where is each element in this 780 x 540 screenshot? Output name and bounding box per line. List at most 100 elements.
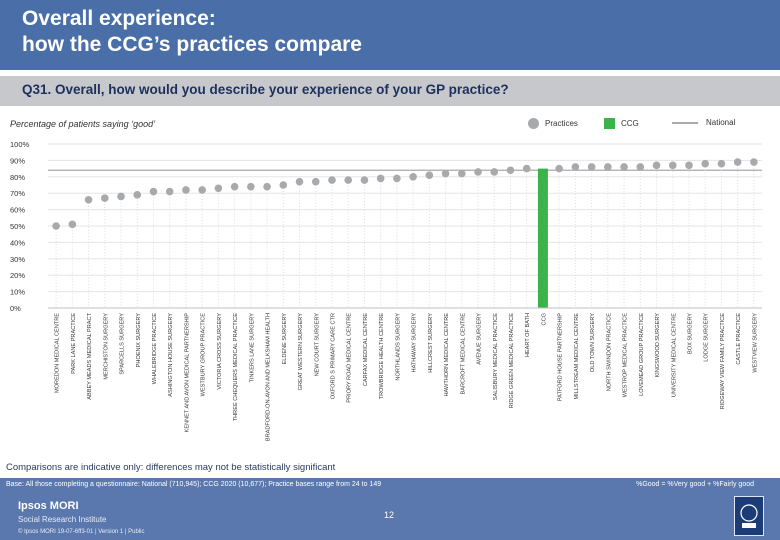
category-label: BARCROFT MEDICAL CENTRE	[460, 313, 466, 395]
category-label: NORTHLANDS SURGERY	[395, 313, 401, 381]
practice-marker	[279, 181, 288, 189]
page-number: 12	[384, 510, 395, 520]
practice-marker	[360, 176, 369, 184]
practice-marker	[214, 184, 223, 193]
category-label: MILLSTREAM MEDICAL CENTRE	[574, 313, 580, 400]
y-tick-label: 10%	[10, 288, 25, 297]
category-label: TROWBRIDGE HEALTH CENTRE	[379, 313, 385, 400]
category-label: SALISBURY MEDICAL PRACTICE	[493, 313, 499, 401]
brand-subtitle: Social Research Institute	[18, 515, 107, 524]
practice-marker	[490, 168, 499, 176]
practice-marker	[311, 177, 320, 186]
category-label: PARK LANE PRACTICE	[71, 313, 77, 374]
practice-marker	[230, 182, 239, 191]
category-label: HEART OF BATH	[525, 313, 531, 357]
title-line-2: how the CCG’s practices compare	[22, 33, 362, 56]
practice-marker	[182, 186, 190, 194]
category-label: HAWTHORN MEDICAL CENTRE	[444, 313, 450, 397]
category-label: SPARCELLS SURGERY	[120, 313, 126, 375]
category-label: THREE CHEQUERS MEDICAL PRACTICE	[233, 313, 239, 422]
category-label: CASTLE PRACTICE	[736, 313, 742, 365]
category-label: PHOENIX SURGERY	[136, 313, 142, 368]
practice-marker	[165, 187, 174, 196]
practice-marker-icon	[528, 118, 539, 129]
category-label: BOX SURGERY	[687, 313, 693, 354]
practice-marker	[701, 159, 710, 168]
category-label: WESTROP MEDICAL PRACTICE	[623, 313, 629, 397]
practice-marker	[474, 168, 482, 176]
practice-marker	[733, 158, 742, 166]
base-note: Base: All those completing a questionnai…	[6, 481, 382, 488]
ccg-marker-icon	[604, 118, 615, 129]
category-label: PRIORY ROAD MEDICAL CENTRE	[347, 313, 353, 403]
practice-marker	[636, 163, 645, 171]
category-label: KENNET AND AVON MEDICAL PARTNERSHIP	[184, 313, 190, 433]
practice-marker	[604, 163, 612, 171]
category-label: LOVEMEAD GROUP PRACTICE	[639, 313, 645, 396]
logo-icon	[740, 504, 758, 528]
category-label: KINGSWOOD SURGERY	[655, 313, 661, 378]
category-label: ELDENE SURGERY	[282, 313, 288, 365]
practice-marker	[68, 220, 77, 229]
practice-marker	[717, 159, 726, 168]
practice-marker	[425, 171, 434, 179]
title-line-1: Overall experience:	[22, 7, 216, 30]
ipsos-logo	[734, 496, 764, 536]
category-label: NORTH SWINDON PRACTICE	[606, 313, 612, 391]
practice-marker	[133, 191, 142, 199]
practice-marker	[263, 182, 271, 191]
legend-practices: Practices	[528, 118, 578, 129]
y-tick-label: 100%	[10, 140, 30, 149]
category-label: GREAT WESTERN SURGERY	[298, 313, 304, 391]
practice-marker	[393, 174, 401, 183]
category-label: CARFAX MEDICAL CENTRE	[363, 313, 369, 386]
question-band	[0, 76, 780, 106]
header-band	[0, 0, 780, 70]
category-label: TINKERS LANE SURGERY	[249, 313, 255, 383]
category-label: WESTVIEW SURGERY	[752, 313, 758, 373]
practice-marker	[295, 177, 304, 186]
legend-ccg: CCG	[604, 118, 639, 129]
category-label: VICTORIA CROSS SURGERY	[217, 313, 223, 390]
category-label: WESTBURY GROUP PRACTICE	[201, 313, 207, 397]
category-label: WHALEBRIDGE PRACTICE	[152, 313, 158, 384]
category-label: BRADFORD-ON-AVON AND MELKSHAM HEALTH	[266, 313, 272, 441]
practice-marker	[652, 161, 661, 170]
practice-marker	[457, 169, 466, 178]
practice-marker	[328, 176, 336, 184]
category-label: MOREDON MEDICAL CENTRE	[55, 313, 61, 393]
category-label: MERCHISTON SURGERY	[103, 313, 109, 380]
practice-marker	[571, 163, 580, 171]
practice-marker	[522, 164, 531, 173]
national-line-icon	[672, 121, 698, 124]
y-tick-label: 40%	[10, 238, 25, 247]
practice-marker	[409, 173, 417, 181]
legend-national: National	[672, 118, 735, 127]
category-label: UNIVERSITY MEDICAL CENTRE	[671, 313, 677, 397]
category-label: HILLCREST SURGERY	[428, 313, 434, 373]
practice-marker	[100, 194, 109, 202]
chart-subtitle: Percentage of patients saying ‘good’	[10, 119, 156, 129]
category-label: ABBEY MEADS MEDICAL PRACT	[87, 312, 93, 399]
practice-marker	[198, 186, 206, 194]
practice-marker	[587, 163, 596, 171]
practice-marker	[344, 176, 353, 184]
category-label: RIDGE GREEN MEDICAL PRACTICE	[509, 313, 515, 408]
category-label: LODGE SURGERY	[704, 313, 710, 362]
category-label: CCG	[541, 313, 547, 325]
brand-name: Ipsos MORI	[18, 500, 79, 512]
practice-marker	[52, 222, 60, 230]
category-label: HATHAWAY SURGERY	[412, 313, 418, 373]
copyright: © Ipsos MORI 19-07-6ff3-01 | Version 1 |…	[18, 529, 145, 535]
practice-marker	[555, 164, 563, 173]
category-label: PATFORD HOUSE PARTNERSHIP	[558, 313, 564, 401]
category-label: RIDGEWAY VIEW FAMILY PRACTICE	[720, 313, 726, 410]
practice-marker	[620, 163, 628, 171]
practice-marker	[668, 161, 677, 170]
practice-marker	[376, 174, 385, 183]
legend-practices-label: Practices	[545, 119, 578, 128]
y-tick-label: 30%	[10, 255, 25, 264]
category-label: OXFORD S PRIMARY CARE CTR	[330, 313, 336, 399]
category-label: NEW COURT SURGERY	[314, 313, 320, 377]
y-tick-label: 90%	[10, 156, 25, 165]
